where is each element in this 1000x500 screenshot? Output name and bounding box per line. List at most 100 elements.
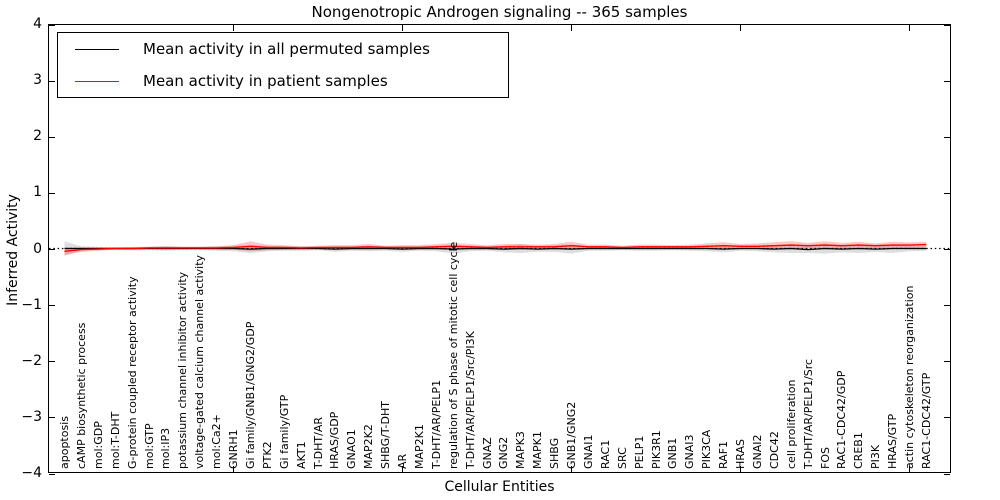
x-tick-label: HRAS <box>734 439 747 469</box>
y-tick-label: 0 <box>33 240 42 257</box>
x-tick-label: CREB1 <box>852 432 866 469</box>
legend-label-permuted: Mean activity in all permuted samples <box>143 40 430 58</box>
legend: Mean activity in all permuted samples Me… <box>57 32 509 98</box>
tick-mark <box>944 249 950 250</box>
tick-mark <box>49 361 55 363</box>
x-tick-label: AKT1 <box>294 441 308 469</box>
x-tick-label: MAP2K1 <box>412 424 426 469</box>
x-tick-label: CDC42 <box>767 431 781 469</box>
tick-mark <box>571 25 572 31</box>
x-tick-label: apoptosis <box>58 416 71 469</box>
x-tick-label: PTK2 <box>260 441 274 469</box>
x-tick-label: GNAI3 <box>683 434 697 469</box>
x-tick-label: T-DHT/AR/PELP1/Src <box>801 358 815 469</box>
legend-label-patient: Mean activity in patient samples <box>143 72 388 90</box>
x-tick-label: FOS <box>818 447 832 469</box>
x-tick-label: Gi family/GNB1/GNG2/GDP <box>243 321 257 469</box>
patient-mean-line <box>64 243 927 252</box>
plot-area: apoptosis cAMP biosynthetic process mol:GD… <box>48 24 951 475</box>
tick-mark <box>402 466 403 472</box>
x-tick-label: T-DHT/AR/PELP1 <box>429 379 443 469</box>
x-tick-label: RAC1 <box>598 439 612 469</box>
x-tick-label: HRAS/GTP <box>886 413 900 469</box>
x-tick-label: SRC <box>615 447 629 469</box>
tick-mark <box>49 80 55 82</box>
x-tick-label: PELP1 <box>632 435 646 469</box>
x-tick-label: SHBG <box>548 437 562 469</box>
y-tick-label: −3 <box>21 408 42 425</box>
x-tick-label: GNRH1 <box>227 429 240 469</box>
tick-mark <box>944 136 950 138</box>
tick-mark <box>402 25 403 31</box>
y-tick-label: −1 <box>21 296 42 313</box>
x-tick-label: Gi family/GTP <box>277 394 291 469</box>
tick-mark <box>49 192 55 194</box>
y-tick-label: −4 <box>21 465 42 481</box>
x-tick-label: voltage-gated calcium channel activity <box>193 254 207 469</box>
x-tick-label: T-DHT/AR <box>311 416 325 469</box>
y-tick-label: 1 <box>33 184 42 201</box>
tick-mark <box>49 473 55 475</box>
x-tick-label: potassium channel inhibitor activity <box>176 271 190 469</box>
tick-mark <box>49 305 55 307</box>
x-tick-label: mol:IP3 <box>159 427 173 469</box>
x-tick-label: RAC1-CDC42/GDP <box>835 370 849 469</box>
x-tick-label: actin cytoskeleton reorganization <box>903 285 916 469</box>
x-tick-label: HRAS/GDP <box>328 411 342 469</box>
x-tick-label: MAPK3 <box>514 431 528 469</box>
y-tick-label: 2 <box>33 128 42 145</box>
x-tick-label: GNAI1 <box>581 434 595 469</box>
tick-mark <box>944 417 950 419</box>
tick-mark <box>944 192 950 194</box>
legend-item-permuted: Mean activity in all permuted samples <box>58 33 508 65</box>
x-tick-label: PIK3R1 <box>649 430 663 469</box>
tick-mark <box>49 417 55 419</box>
x-tick-label: PI3K <box>869 444 883 469</box>
x-tick-label: RAF1 <box>717 440 731 469</box>
y-tick-label: −2 <box>21 352 42 369</box>
patient-line-sample-icon <box>75 80 119 82</box>
tick-mark <box>49 24 55 26</box>
x-tick-label: GNAI2 <box>750 434 764 469</box>
x-tick-label: PIK3CA <box>700 429 714 469</box>
x-tick-label: cAMP biosynthetic process <box>74 322 88 469</box>
tick-mark <box>233 25 234 31</box>
tick-mark <box>49 249 55 250</box>
legend-item-patient: Mean activity in patient samples <box>58 65 508 97</box>
x-tick-label: mol:T-DHT <box>108 411 122 469</box>
x-tick-label: MAPK1 <box>531 431 545 469</box>
x-tick-label: T-DHT/AR/PELP1/Src/PI3K <box>463 331 477 469</box>
x-tick-label: GNB1 <box>666 437 680 469</box>
tick-mark <box>740 25 741 31</box>
x-tick-label: GNAO1 <box>345 429 359 469</box>
x-tick-label: mol:GDP <box>91 421 105 469</box>
x-tick-label: regulation of S phase of mitotic cell cy… <box>446 241 460 469</box>
tick-mark <box>909 466 910 472</box>
tick-mark <box>944 80 950 82</box>
tick-mark <box>944 473 950 475</box>
x-tick-label: mol:GTP <box>142 423 156 469</box>
x-tick-label: GNB1/GNG2 <box>565 401 578 469</box>
tick-mark <box>944 24 950 26</box>
x-tick-label: MAP2K2 <box>362 424 376 469</box>
tick-mark <box>944 361 950 363</box>
y-tick-label: 4 <box>33 16 42 32</box>
x-tick-label: cell proliferation <box>784 379 798 469</box>
x-tick-label: AR <box>396 453 409 469</box>
tick-mark <box>740 466 741 472</box>
tick-mark <box>909 25 910 31</box>
x-axis-label: Cellular Entities <box>444 479 555 495</box>
tick-mark <box>571 466 572 472</box>
y-tick-label: 3 <box>33 72 42 89</box>
permuted-line-sample-icon <box>75 48 119 50</box>
x-tick-label: GNG2 <box>497 436 511 469</box>
x-tick-label: SHBG/T-DHT <box>379 401 393 469</box>
tick-mark <box>944 305 950 307</box>
x-tick-label: G-protein coupled receptor activity <box>125 276 139 469</box>
tick-mark <box>233 466 234 472</box>
x-tick-label: mol:Ca2+ <box>210 414 224 469</box>
tick-mark <box>49 136 55 138</box>
chart-canvas <box>49 241 950 256</box>
page-title: Nongenotropic Androgen signaling -- 365 … <box>311 3 688 21</box>
